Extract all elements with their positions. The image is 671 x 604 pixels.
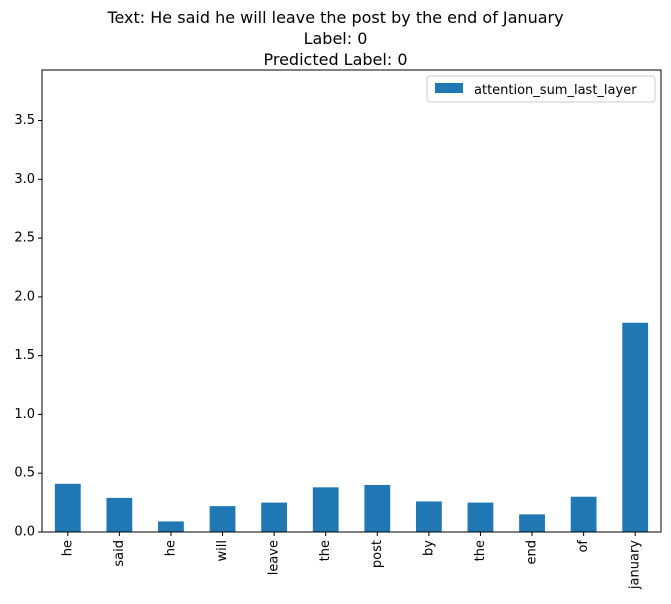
title-label-line: Label: 0 (303, 29, 368, 48)
y-tick-label: 1.5 (14, 348, 35, 363)
x-tick-label-he: he (163, 540, 178, 556)
x-tick-label-will: will (215, 540, 230, 561)
y-tick-label: 3.0 (14, 172, 35, 187)
plot-frame (41, 69, 662, 533)
title-text-line: Text: He said he will leave the post by … (107, 8, 564, 27)
x-tick-label-the: the (318, 540, 333, 561)
x-tick-label-by: by (421, 540, 436, 556)
legend-box (426, 75, 656, 103)
bar-january (622, 322, 649, 532)
bar-the (467, 502, 494, 532)
x-tick-label-post: post (370, 540, 385, 568)
x-tick-label-january: january (628, 540, 643, 590)
legend: attention_sum_last_layer (426, 75, 656, 103)
bar-he (54, 483, 81, 532)
x-tick-label-of: of (576, 540, 591, 553)
bar-will (209, 506, 236, 532)
bar-the (312, 487, 339, 532)
x-axis: he said he will leave the post by the end of januar… (60, 532, 643, 590)
y-tick-label: 2.0 (14, 289, 35, 304)
bar-by (415, 501, 442, 532)
x-tick-label-the: the (473, 540, 488, 561)
x-tick-label-said: said (112, 540, 127, 567)
y-axis: 0.0 0.5 1.0 1.5 2.0 2.5 3.0 3.5 (14, 113, 42, 540)
x-tick-label-end: end (525, 540, 540, 565)
bar-said (106, 497, 133, 532)
x-tick-label-he: he (60, 540, 75, 556)
bar-leave (261, 502, 288, 532)
title-predicted-label-line: Predicted Label: 0 (263, 50, 408, 69)
bar-of (570, 496, 597, 532)
bars-group (54, 322, 649, 532)
y-tick-label: 0.0 (14, 525, 35, 540)
y-tick-label: 2.5 (14, 231, 35, 246)
y-tick-label: 3.5 (14, 113, 35, 128)
x-tick-label-leave: leave (267, 540, 282, 575)
y-tick-label: 1.0 (14, 407, 35, 422)
y-tick-label: 0.5 (14, 466, 35, 481)
bar-post (364, 484, 391, 532)
bar-end (519, 514, 545, 532)
legend-swatch (435, 83, 463, 93)
legend-label: attention_sum_last_layer (474, 83, 637, 98)
bar-he (158, 521, 184, 532)
